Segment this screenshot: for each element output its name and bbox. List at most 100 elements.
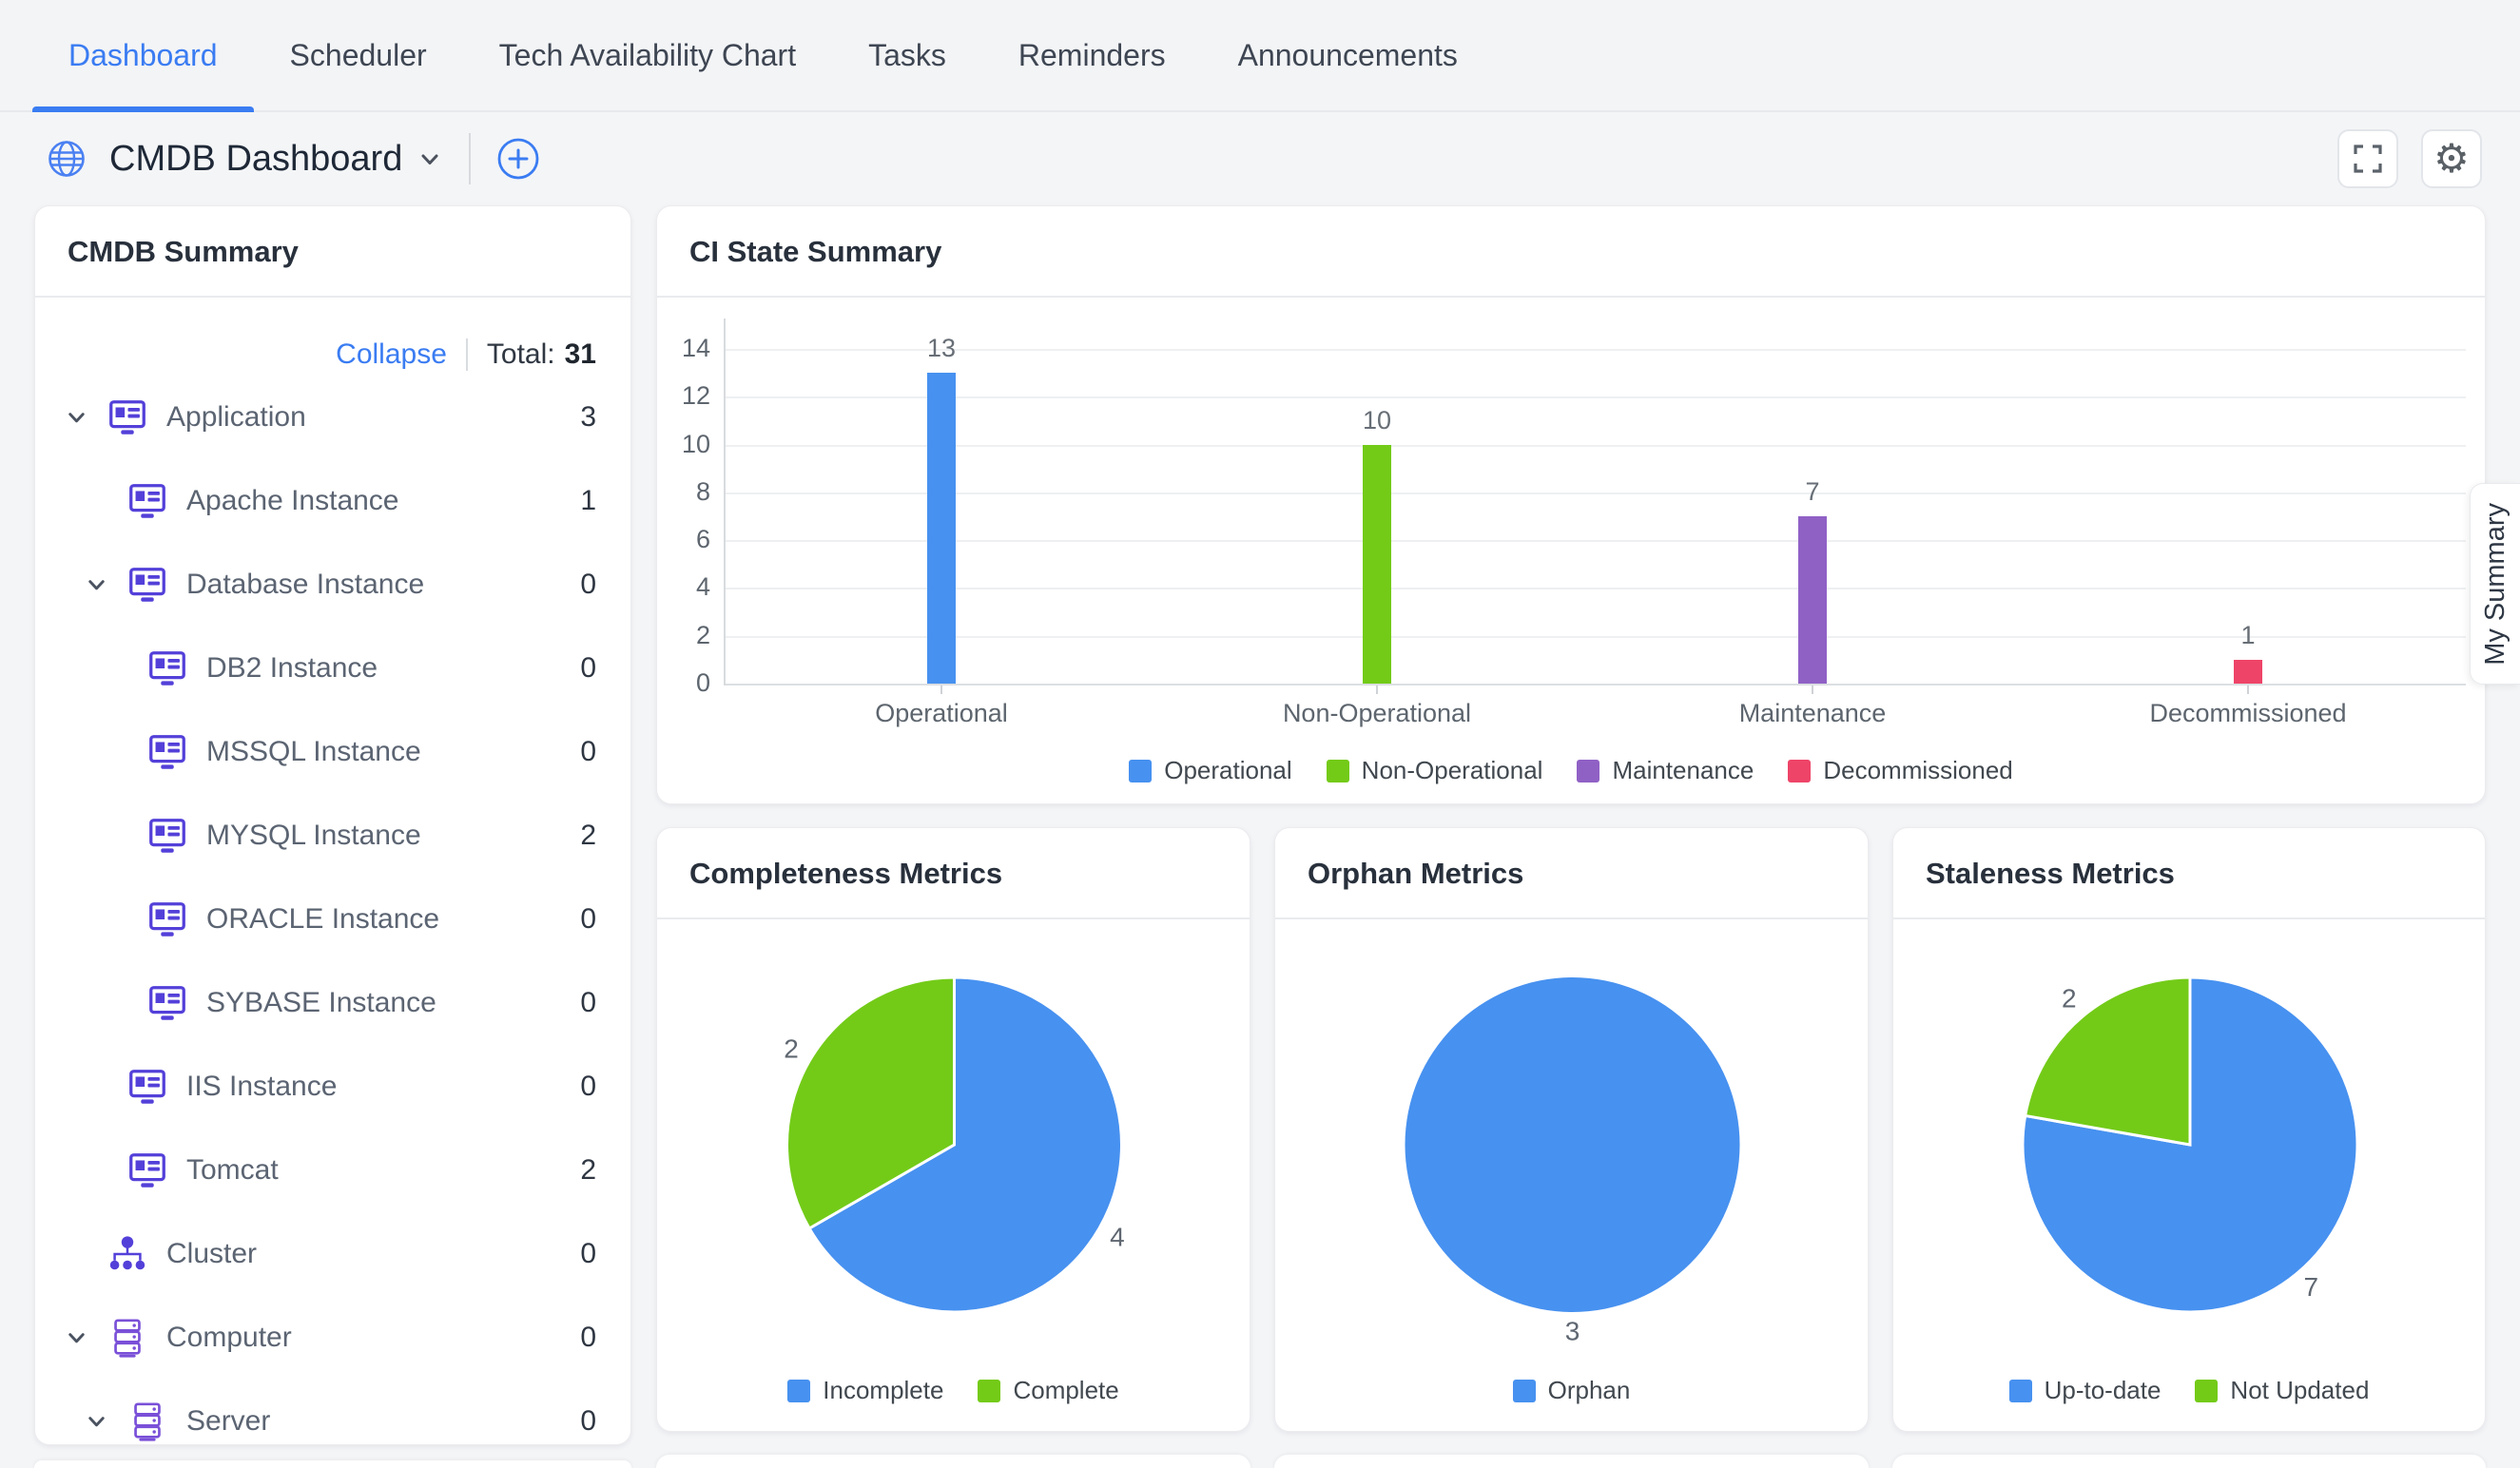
- nav-tab-announcements[interactable]: Announcements: [1237, 37, 1458, 72]
- gridline: [724, 492, 2466, 494]
- pie-value-label: 4: [1110, 1222, 1125, 1251]
- card-divider: [35, 296, 630, 298]
- tree-row-iis-instance[interactable]: IIS Instance 0: [35, 1045, 630, 1129]
- tree-row-database-instance[interactable]: Database Instance 0: [35, 543, 630, 627]
- application-icon: [149, 651, 185, 686]
- tree-row-server[interactable]: Server 0: [35, 1380, 630, 1444]
- toolbar-separator: [465, 338, 468, 371]
- legend-item-decommissioned[interactable]: Decommissioned: [1788, 756, 2013, 785]
- tree-row-application[interactable]: Application 3: [35, 376, 630, 459]
- legend-item-non-operational[interactable]: Non-Operational: [1326, 756, 1543, 785]
- tree-row-computer[interactable]: Computer 0: [35, 1296, 630, 1380]
- application-icon: [149, 986, 185, 1020]
- bar-operational[interactable]: [927, 373, 956, 684]
- legend-swatch: [1577, 759, 1600, 782]
- application-icon-wrap: [126, 479, 169, 523]
- tree-label: Computer: [166, 1322, 292, 1353]
- fullscreen-icon: [2352, 143, 2384, 175]
- bar-value-label: 7: [1805, 477, 1820, 506]
- application-icon: [149, 819, 185, 853]
- expand-chevron-slot[interactable]: [64, 405, 106, 431]
- pie-slice-not-updated[interactable]: [2023, 975, 2192, 1147]
- cmdb-summary-card: CMDB Summary Collapse Total: 31 Applicat…: [34, 205, 631, 1445]
- legend-item-maintenance[interactable]: Maintenance: [1577, 756, 1754, 785]
- tree-label: Tomcat: [186, 1154, 279, 1186]
- tree-row-mysql-instance[interactable]: MYSQL Instance 2: [35, 794, 630, 878]
- tree-row-oracle-instance[interactable]: ORACLE Instance 0: [35, 878, 630, 961]
- legend-item-complete[interactable]: Complete: [978, 1376, 1119, 1405]
- legend-swatch: [787, 1379, 811, 1402]
- legend-swatch: [978, 1379, 1001, 1402]
- bar-decommissioned[interactable]: [2234, 659, 2262, 684]
- application-icon-wrap: [126, 1149, 169, 1192]
- expand-chevron-slot[interactable]: [84, 572, 126, 598]
- my-summary-tab[interactable]: My Summary: [2470, 483, 2520, 685]
- tree-label: DB2 Instance: [206, 652, 378, 684]
- pie-slice-incomplete[interactable]: [807, 975, 1123, 1314]
- expand-chevron-slot[interactable]: [64, 1325, 106, 1351]
- gridline: [724, 396, 2466, 399]
- chevron-down-icon[interactable]: [84, 572, 109, 598]
- bar-value-label: 13: [926, 334, 957, 363]
- legend-item-up-to-date[interactable]: Up-to-date: [2008, 1376, 2161, 1405]
- gridline: [724, 684, 2466, 686]
- nav-tab-dashboard[interactable]: Dashboard: [32, 0, 254, 112]
- chevron-down-icon[interactable]: [84, 1409, 109, 1435]
- collapse-link[interactable]: Collapse: [336, 338, 447, 370]
- bar-non-operational[interactable]: [1363, 444, 1391, 684]
- chevron-down-icon[interactable]: [64, 405, 89, 431]
- y-axis-tick-label: 12: [681, 381, 710, 411]
- tree-count: 0: [580, 1238, 596, 1269]
- computer-icon: [114, 1319, 141, 1358]
- tree-row-sybase-instance[interactable]: SYBASE Instance 0: [35, 961, 630, 1045]
- total-label: Total:: [486, 338, 555, 370]
- chevron-down-icon[interactable]: [64, 1325, 89, 1351]
- application-icon: [149, 735, 185, 769]
- add-dashboard-button[interactable]: [495, 136, 541, 182]
- legend-item-operational[interactable]: Operational: [1129, 756, 1292, 785]
- legend-item-not-updated[interactable]: Not Updated: [2195, 1376, 2369, 1405]
- y-axis-tick-label: 10: [681, 429, 710, 458]
- legend-item-orphan[interactable]: Orphan: [1512, 1376, 1630, 1405]
- expand-chevron-slot[interactable]: [84, 1409, 126, 1435]
- tree-row-apache-instance[interactable]: Apache Instance 1: [35, 459, 630, 543]
- nav-tab-tasks[interactable]: Tasks: [868, 37, 946, 72]
- tree-row-tomcat[interactable]: Tomcat 2: [35, 1129, 630, 1212]
- tree-label: SYBASE Instance: [206, 987, 436, 1018]
- tree-row-db2-instance[interactable]: DB2 Instance 0: [35, 627, 630, 710]
- completeness-metrics-card: Completeness Metrics 4 2 Incomplete Complet…: [656, 827, 1250, 1432]
- x-axis-category-label: Decommissioned: [2149, 699, 2347, 727]
- legend-label: Complete: [1013, 1376, 1119, 1404]
- settings-button[interactable]: ⚙: [2421, 129, 2482, 188]
- nav-tab-scheduler[interactable]: Scheduler: [289, 37, 427, 72]
- pie-slice-orphan[interactable]: [1405, 977, 1740, 1312]
- legend-label: Decommissioned: [1823, 756, 2013, 784]
- next-row-card-sliver: [1274, 1455, 1869, 1468]
- nav-tab-reminders[interactable]: Reminders: [1018, 37, 1166, 72]
- fullscreen-button[interactable]: [2337, 129, 2398, 188]
- application-icon-wrap: [145, 898, 189, 941]
- application-icon: [109, 400, 145, 435]
- application-icon: [129, 1153, 165, 1188]
- pie-value-label: 7: [2303, 1272, 2318, 1302]
- legend-swatch: [1326, 759, 1349, 782]
- x-axis-category-label: Non-Operational: [1282, 699, 1472, 727]
- gridline: [724, 588, 2466, 590]
- application-icon-wrap: [145, 647, 189, 690]
- tree-row-mssql-instance[interactable]: MSSQL Instance 0: [35, 710, 630, 794]
- legend-label: Non-Operational: [1361, 756, 1543, 784]
- total-value: 31: [564, 338, 596, 370]
- bar-maintenance[interactable]: [1798, 516, 1827, 684]
- tree-count: 1: [580, 485, 596, 516]
- pie-slice-complete[interactable]: [785, 975, 956, 1231]
- tree-row-cluster[interactable]: Cluster 0: [35, 1212, 630, 1296]
- legend-swatch: [1129, 759, 1153, 782]
- computer-icon-wrap: [106, 1316, 149, 1360]
- tree-count: 0: [580, 1405, 596, 1437]
- legend-item-incomplete[interactable]: Incomplete: [787, 1376, 943, 1405]
- dashboard-selector-chevron-icon[interactable]: [416, 145, 444, 173]
- nav-tab-tech-availability-chart[interactable]: Tech Availability Chart: [498, 37, 797, 72]
- cmdb-summary-title: CMDB Summary: [68, 235, 299, 268]
- ci-state-summary-card: CI State Summary 0 2 4 6 8 10 12 14 13 Operationa…: [656, 205, 2486, 804]
- card-divider: [657, 918, 1250, 919]
